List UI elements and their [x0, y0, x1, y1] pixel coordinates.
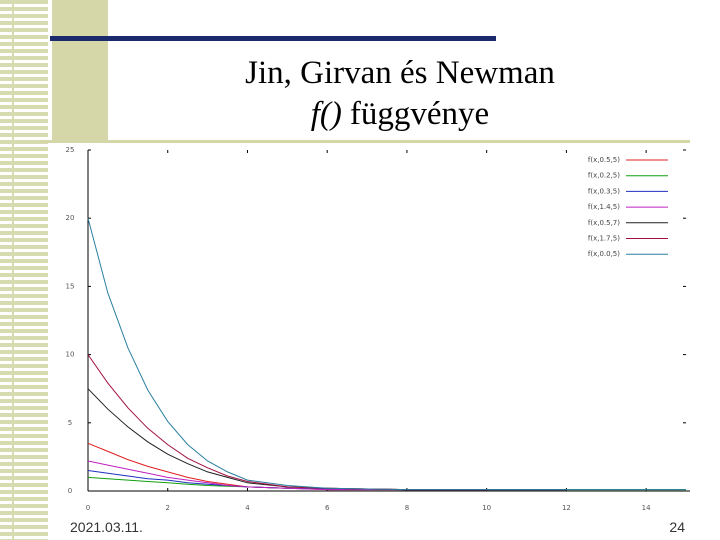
page-number: 24: [669, 519, 685, 535]
x-tick-label: 6: [325, 504, 330, 512]
subtitle-function: f(): [311, 96, 342, 132]
y-tick-label: 20: [66, 214, 75, 222]
y-tick-label: 15: [66, 282, 75, 290]
series-line: [87, 354, 487, 491]
x-tick-label: 2: [165, 504, 169, 512]
y-tick-label: 10: [66, 351, 75, 359]
x-tick-label: 4: [245, 504, 250, 512]
legend-label: f(x,0.0,5): [588, 250, 620, 258]
legend-label: f(x,1.4,5): [588, 203, 620, 211]
legend-label: f(x,1.7,5): [588, 235, 620, 243]
series-line: [87, 388, 567, 491]
date: 2021.03.11.: [70, 519, 143, 535]
x-tick-label: 0: [86, 504, 90, 512]
y-tick-label: 5: [68, 419, 72, 427]
x-tick-label: 14: [642, 504, 651, 512]
legend-label: f(x,0.5,7): [588, 219, 620, 227]
legend-label: f(x,0.5,5): [588, 156, 620, 164]
stripe-decoration: [0, 0, 48, 540]
x-tick-label: 10: [482, 504, 491, 512]
series-line: [87, 470, 487, 491]
legend-label: f(x,0.3,5): [588, 187, 620, 195]
x-tick-label: 8: [405, 504, 409, 512]
series-line: [87, 218, 686, 491]
legend-label: f(x,0.2,5): [588, 172, 620, 180]
top-rule: [50, 36, 496, 41]
subtitle: f() függvénye: [311, 96, 489, 132]
y-tick-label: 0: [68, 487, 72, 495]
title: Jin, Girvan és Newman: [245, 55, 555, 91]
plot: 0 5 10 15 20 25 0 2 4 6 8 10 12 14 f(x,0.5,5) f(x,0.2,5…: [66, 146, 690, 512]
x-tick-label: 12: [562, 504, 571, 512]
y-tick-label: 25: [66, 146, 75, 154]
block-decoration: [52, 0, 108, 140]
subtitle-rest: függvénye: [350, 96, 489, 132]
mid-rule: [40, 140, 690, 143]
series-line: [87, 460, 567, 491]
